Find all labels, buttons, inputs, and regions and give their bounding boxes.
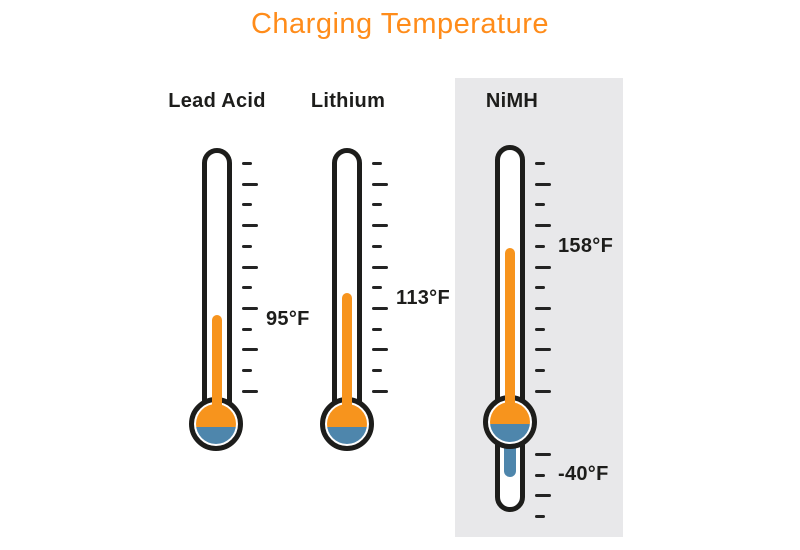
- scale-tick: [372, 244, 382, 248]
- scale-tick: [535, 514, 545, 518]
- scale-tick: [242, 348, 258, 352]
- thermometer-tube: [332, 148, 362, 414]
- scale-tick: [372, 306, 388, 310]
- scale-tick: [535, 224, 551, 228]
- mercury-column: [505, 248, 515, 422]
- value-label-max: 95°F: [266, 308, 310, 330]
- scale-tick: [535, 473, 545, 477]
- scale-tick: [535, 265, 551, 269]
- scale-tick: [372, 286, 382, 290]
- scale-tick: [242, 265, 258, 269]
- scale-tick: [535, 182, 551, 186]
- scale-tick: [372, 327, 382, 331]
- scale-tick: [242, 162, 252, 165]
- scale-tick: [242, 182, 258, 186]
- category-label-lead-acid: Lead Acid: [168, 90, 266, 112]
- category-label-lithium: Lithium: [310, 90, 386, 112]
- scale-tick: [242, 244, 252, 248]
- scale-tick: [535, 244, 545, 248]
- scale-tick: [372, 162, 382, 165]
- mercury-column: [212, 315, 222, 427]
- mercury-column: [342, 293, 352, 427]
- tick-scale-upper: [535, 0, 553, 550]
- scale-tick: [242, 369, 252, 372]
- scale-tick: [372, 203, 382, 207]
- scale-tick: [535, 162, 545, 165]
- scale-tick: [535, 306, 551, 310]
- value-label-min: -40°F: [558, 463, 609, 485]
- scale-tick: [535, 348, 551, 352]
- scale-tick: [535, 286, 545, 290]
- scale-tick: [242, 306, 258, 310]
- scale-tick: [535, 494, 551, 497]
- scale-tick: [535, 389, 551, 393]
- chart-title: Charging Temperature: [250, 8, 550, 40]
- value-label-max: 158°F: [558, 235, 614, 257]
- scale-tick: [372, 182, 388, 186]
- scale-tick: [242, 224, 258, 228]
- tick-scale: [242, 0, 260, 550]
- scale-tick: [535, 203, 545, 207]
- scale-tick: [372, 369, 382, 372]
- scale-tick: [242, 389, 258, 393]
- scale-tick: [535, 369, 545, 372]
- scale-tick: [372, 265, 388, 269]
- scale-tick: [372, 224, 388, 228]
- scale-tick: [242, 286, 252, 290]
- scale-tick: [372, 389, 388, 393]
- scale-tick: [535, 327, 545, 331]
- scale-tick: [242, 203, 252, 207]
- scale-tick: [535, 453, 551, 456]
- tick-scale-lower: [535, 0, 553, 550]
- scale-tick: [372, 348, 388, 352]
- tick-scale: [372, 0, 390, 550]
- scale-tick: [242, 327, 252, 331]
- value-label-max: 113°F: [396, 287, 450, 309]
- category-label-nimh: NiMH: [485, 90, 539, 112]
